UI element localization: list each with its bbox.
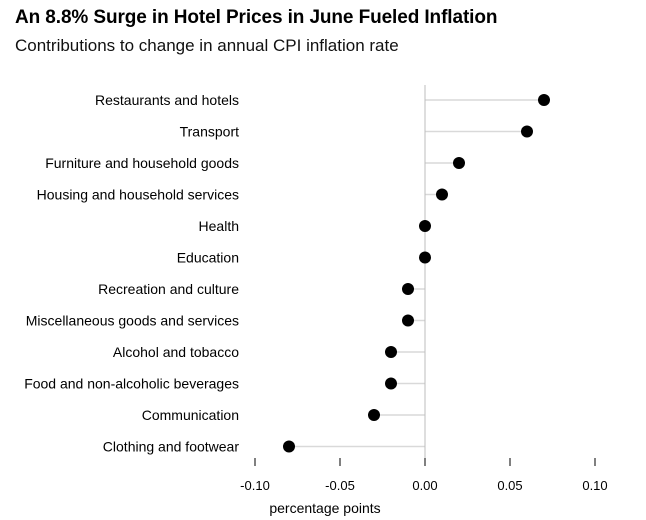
data-point <box>402 314 414 327</box>
data-point <box>283 440 295 453</box>
category-label: Food and non-alcoholic beverages <box>24 376 239 392</box>
data-point <box>402 283 414 295</box>
category-label: Clothing and footwear <box>103 439 240 455</box>
data-point <box>453 157 465 169</box>
data-point <box>385 377 397 390</box>
x-axis-title: percentage points <box>269 500 380 516</box>
data-point <box>521 125 533 138</box>
category-label: Health <box>199 218 239 234</box>
category-label: Restaurants and hotels <box>95 92 239 108</box>
data-point <box>419 251 431 264</box>
data-point <box>419 220 431 232</box>
x-tick-label: 0.05 <box>497 478 522 493</box>
x-tick-label: -0.10 <box>240 478 270 493</box>
x-tick-label: 0.10 <box>582 478 607 493</box>
x-tick-label: -0.05 <box>325 478 355 493</box>
chart-subtitle: Contributions to change in annual CPI in… <box>15 36 399 55</box>
category-label: Education <box>177 250 239 266</box>
category-label: Communication <box>142 407 239 423</box>
category-label: Recreation and culture <box>98 281 239 297</box>
data-point <box>385 346 397 358</box>
data-point <box>436 188 448 201</box>
data-point <box>368 409 380 421</box>
category-label: Housing and household services <box>37 187 239 203</box>
category-label: Transport <box>180 124 240 140</box>
category-label: Alcohol and tobacco <box>113 344 239 360</box>
chart-title: An 8.8% Surge in Hotel Prices in June Fu… <box>15 7 498 28</box>
x-tick-label: 0.00 <box>412 478 437 493</box>
category-label: Miscellaneous goods and services <box>26 313 239 329</box>
data-point <box>538 94 550 106</box>
category-label: Furniture and household goods <box>45 155 239 171</box>
